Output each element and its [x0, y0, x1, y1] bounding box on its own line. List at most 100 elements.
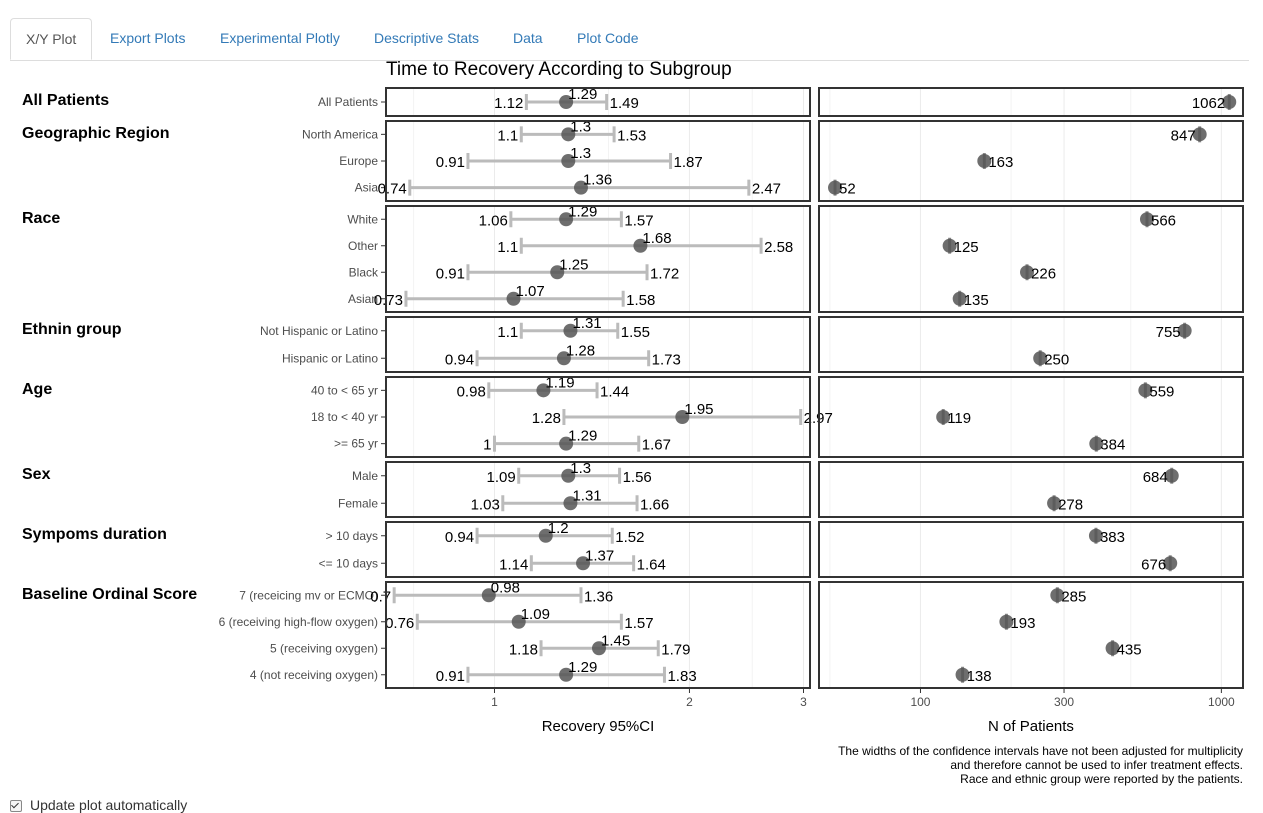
n-panel-bg — [819, 522, 1243, 577]
n-point — [1105, 641, 1120, 656]
chart-title: Time to Recovery According to Subgroup — [386, 59, 732, 80]
n-label: 285 — [1061, 588, 1086, 605]
tab-experimental-plotly[interactable]: Experimental Plotly — [220, 30, 340, 46]
n-label: 125 — [954, 239, 979, 256]
estimate-label: 1.2 — [548, 520, 569, 537]
row-label: <= 10 days — [319, 556, 378, 570]
n-panel-border — [818, 205, 1244, 313]
row-label: 40 to < 65 yr — [311, 383, 378, 397]
caption-line: and therefore cannot be used to infer tr… — [950, 758, 1243, 772]
estimate-label: 1.09 — [521, 606, 550, 623]
estimate-point — [559, 95, 574, 109]
caption-line: Race and ethnic group were reported by t… — [960, 772, 1243, 786]
ci-upper-label: 1.73 — [652, 351, 681, 368]
ci-upper-label: 1.79 — [661, 641, 690, 658]
ci-upper-label: 1.64 — [637, 556, 666, 573]
ci-lower-label: 0.7 — [370, 588, 391, 605]
x-axis-label: N of Patients — [988, 718, 1074, 735]
estimate-label: 1.37 — [585, 547, 614, 564]
n-label: 138 — [967, 668, 992, 685]
n-label: 250 — [1044, 351, 1069, 368]
estimate-point — [536, 383, 551, 398]
n-label: 383 — [1100, 529, 1125, 546]
n-point — [1088, 528, 1103, 543]
estimate-point — [559, 212, 574, 227]
auto-update-control[interactable]: Update plot automatically — [10, 797, 187, 813]
ci-upper-label: 2.58 — [764, 239, 793, 256]
row-label: Other — [348, 239, 378, 253]
ci-lower-label: 0.76 — [385, 615, 414, 632]
ci-lower-label: 0.98 — [457, 383, 486, 400]
tab-plot-code[interactable]: Plot Code — [577, 30, 639, 46]
n-label: 1062 — [1192, 95, 1225, 112]
ci-upper-label: 1.58 — [626, 292, 655, 309]
ci-upper-label: 1.49 — [610, 95, 639, 112]
ci-lower-label: 0.91 — [436, 265, 465, 282]
n-panel-border — [818, 521, 1244, 578]
ci-upper-label: 2.47 — [752, 181, 781, 198]
estimate-point — [511, 614, 526, 629]
estimate-point — [576, 556, 591, 571]
n-label: 119 — [947, 410, 971, 427]
row-label: > 10 days — [326, 529, 378, 543]
tab-xy-plot[interactable]: X/Y Plot — [10, 18, 93, 60]
x-tick-label: 300 — [1054, 695, 1074, 709]
ci-lower-label: 1.06 — [479, 212, 508, 229]
ci-panel-bg — [386, 522, 810, 577]
estimate-point — [675, 410, 690, 424]
estimate-label: 0.98 — [491, 579, 520, 596]
estimate-point — [561, 154, 576, 168]
n-label: 135 — [964, 292, 989, 309]
estimate-label: 1.3 — [570, 118, 591, 135]
ci-upper-label: 1.57 — [624, 615, 653, 632]
n-point — [1089, 436, 1104, 451]
row-label: 7 (receicing mv or ECMO) — [239, 588, 378, 602]
group-heading: Race — [22, 210, 60, 227]
n-point — [1138, 383, 1153, 398]
caption-line: The widths of the confidence intervals h… — [838, 744, 1243, 758]
auto-update-checkbox[interactable] — [10, 800, 22, 813]
ci-upper-label: 1.66 — [640, 496, 669, 513]
row-label: 18 to < 40 yr — [311, 410, 378, 424]
estimate-label: 1.25 — [559, 256, 588, 273]
ci-upper-label: 1.44 — [600, 383, 629, 400]
tab-data[interactable]: Data — [513, 30, 543, 46]
row-label: Europe — [339, 154, 378, 168]
estimate-label: 1.19 — [545, 374, 574, 391]
ci-lower-label: 0.73 — [374, 292, 403, 309]
n-point — [1050, 588, 1065, 603]
n-panel-bg — [819, 317, 1243, 372]
estimate-label: 1.36 — [583, 172, 612, 189]
ci-panel-border — [385, 120, 811, 202]
estimate-point — [559, 667, 574, 682]
estimate-label: 1.68 — [642, 230, 671, 247]
n-panel-border — [818, 581, 1244, 689]
ci-upper-label: 1.36 — [584, 588, 613, 605]
estimate-point — [573, 180, 588, 195]
group-heading: Age — [22, 381, 52, 398]
x-tick-label: 3 — [800, 695, 807, 709]
ci-lower-label: 0.94 — [445, 351, 474, 368]
row-label: 6 (receiving high-flow oxygen) — [219, 615, 378, 629]
tab-export-plots[interactable]: Export Plots — [110, 30, 186, 46]
n-panel-border — [818, 120, 1244, 202]
ci-lower-label: 1.1 — [497, 127, 518, 144]
ci-panel-bg — [386, 206, 810, 312]
n-point — [1163, 556, 1178, 571]
ci-lower-label: 0.91 — [436, 154, 465, 171]
tab-descriptive-stats[interactable]: Descriptive Stats — [374, 30, 480, 46]
x-tick-label: 2 — [686, 695, 693, 709]
group-heading: Geographic Region — [22, 125, 170, 142]
estimate-label: 1.07 — [516, 283, 545, 300]
row-label: 5 (receiving oxygen) — [270, 641, 378, 655]
group-heading: All Patients — [22, 92, 109, 109]
n-label: 52 — [839, 181, 856, 198]
row-label: Asian — [348, 292, 378, 306]
group-heading: Sex — [22, 466, 51, 483]
n-panel-border — [818, 87, 1244, 117]
ci-lower-label: 0.74 — [378, 181, 407, 198]
ci-lower-label: 1.18 — [509, 641, 538, 658]
estimate-point — [556, 351, 571, 366]
n-point — [1139, 212, 1154, 227]
estimate-label: 1.95 — [684, 401, 713, 418]
